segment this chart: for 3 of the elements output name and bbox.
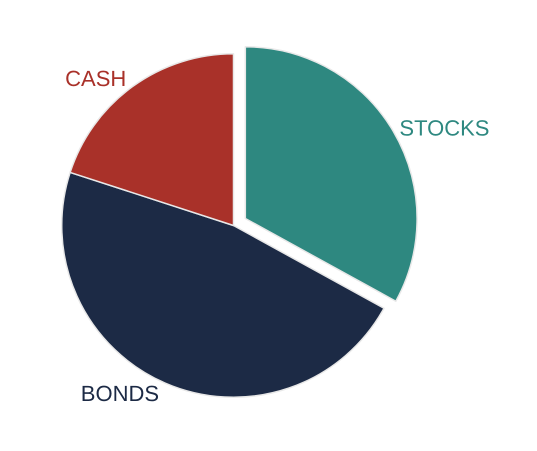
- slice-label: BONDS: [80, 381, 160, 406]
- slice-label: STOCKS: [399, 115, 490, 140]
- slice-label: CASH: [65, 66, 126, 91]
